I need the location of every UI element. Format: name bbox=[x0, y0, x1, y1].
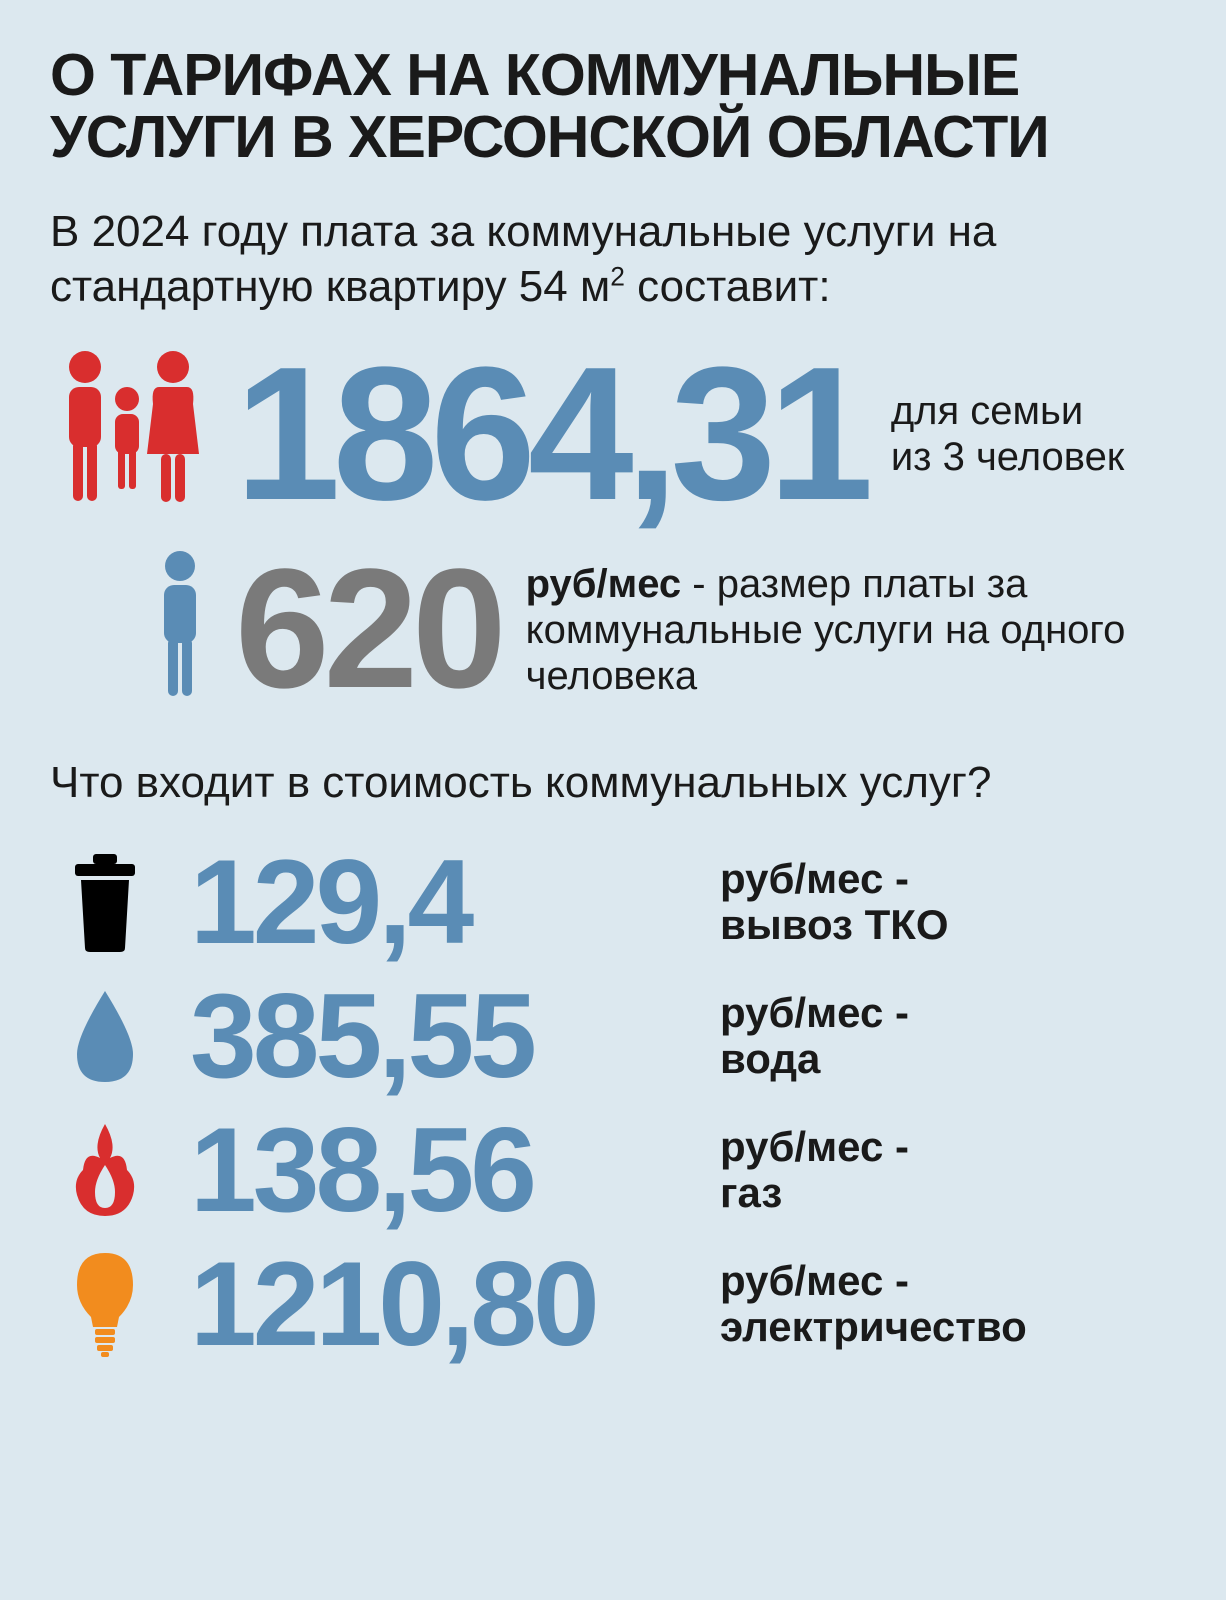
trash-icon bbox=[50, 852, 160, 952]
flame-icon bbox=[50, 1120, 160, 1220]
family-value: 1864,31 bbox=[235, 349, 866, 520]
family-icon bbox=[50, 349, 210, 519]
item-desc: руб/мес -вывоз ТКО bbox=[720, 856, 1176, 948]
item-value: 385,55 bbox=[190, 979, 690, 1093]
item-value: 138,56 bbox=[190, 1113, 690, 1227]
cost-item-row: 385,55 руб/мес -вода bbox=[50, 979, 1176, 1093]
bulb-icon bbox=[50, 1249, 160, 1359]
item-desc: руб/мес -электричество bbox=[720, 1258, 1176, 1350]
subtitle: В 2024 году плата за коммунальные услуги… bbox=[50, 204, 1176, 314]
family-desc-line1: для семьи bbox=[891, 389, 1083, 433]
single-row: 620 руб/мес - размер платы за коммунальн… bbox=[50, 550, 1176, 710]
single-value: 620 bbox=[235, 553, 501, 706]
subtitle-post: составит: bbox=[625, 262, 831, 311]
subtitle-sup: 2 bbox=[610, 261, 625, 291]
section-question: Что входит в стоимость коммунальных услу… bbox=[50, 755, 1176, 810]
single-desc: руб/мес - размер платы за коммунальные у… bbox=[526, 561, 1176, 699]
subtitle-pre: В 2024 году плата за коммунальные услуги… bbox=[50, 207, 996, 311]
family-desc: для семьи из 3 человек bbox=[891, 388, 1176, 480]
single-desc-bold: руб/мес bbox=[526, 562, 682, 606]
item-value: 129,4 bbox=[190, 845, 690, 959]
cost-item-row: 129,4 руб/мес -вывоз ТКО bbox=[50, 845, 1176, 959]
cost-item-row: 1210,80 руб/мес -электричество bbox=[50, 1247, 1176, 1361]
water-icon bbox=[50, 986, 160, 1086]
item-value: 1210,80 bbox=[190, 1247, 690, 1361]
family-row: 1864,31 для семьи из 3 человек bbox=[50, 349, 1176, 520]
item-desc: руб/мес -газ bbox=[720, 1124, 1176, 1216]
cost-item-row: 138,56 руб/мес -газ bbox=[50, 1113, 1176, 1227]
page-title: О ТАРИФАХ НА КОММУНАЛЬНЫЕ УСЛУГИ В ХЕРСО… bbox=[50, 45, 1176, 169]
person-icon bbox=[150, 550, 210, 710]
item-desc: руб/мес -вода bbox=[720, 990, 1176, 1082]
family-desc-line2: из 3 человек bbox=[891, 435, 1125, 479]
